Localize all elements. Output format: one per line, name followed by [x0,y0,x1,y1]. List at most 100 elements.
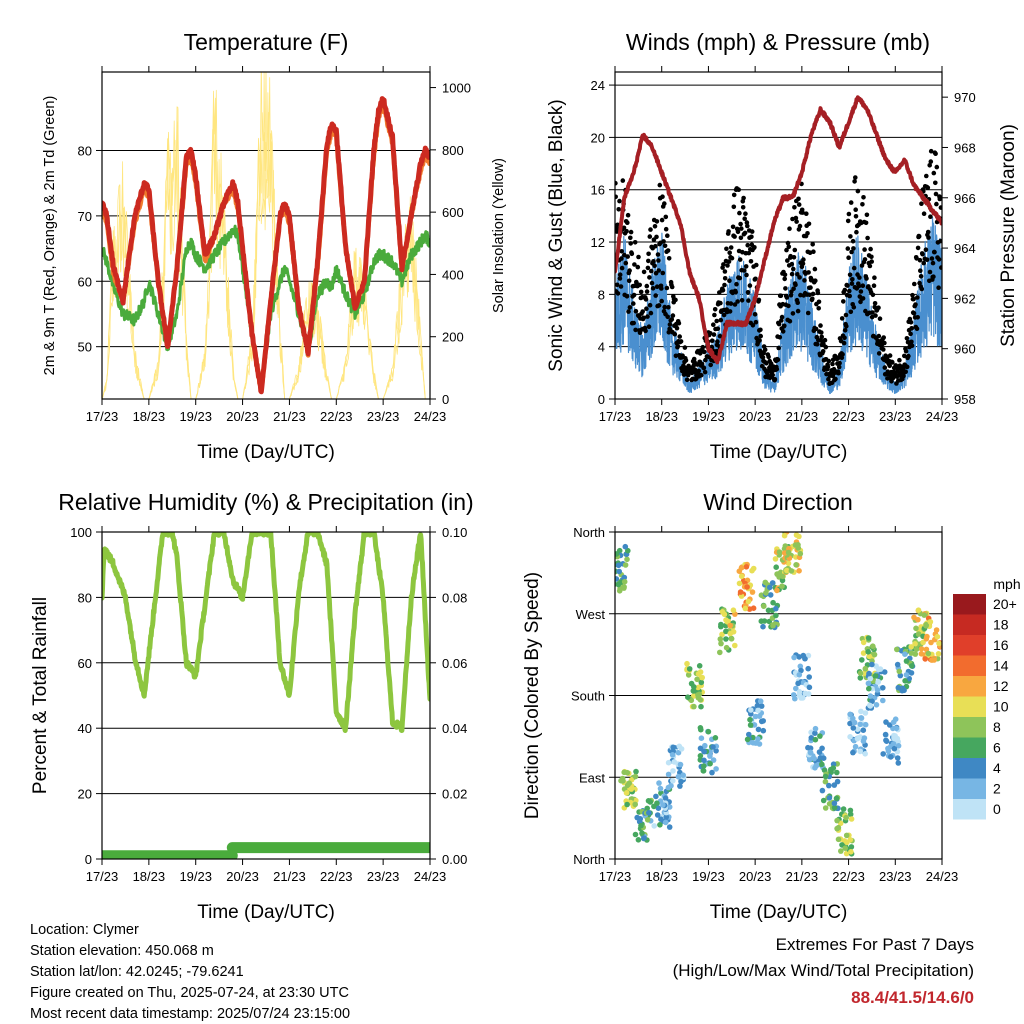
gust-point [846,255,851,260]
gust-point [638,289,644,295]
direction-point [621,574,628,581]
direction-point [872,673,879,679]
direction-point [695,684,701,691]
direction-point [888,754,894,760]
x-axis-label: Time (Day/UTC) [197,902,335,923]
gust-point [718,300,723,306]
direction-point [790,692,797,698]
direction-point [615,581,622,588]
gust-point [815,290,821,296]
y-tick-label: North [573,525,605,540]
direction-point [781,532,788,539]
direction-point [847,734,853,740]
direction-point [742,605,749,612]
direction-point [793,562,799,568]
gust-point [802,278,807,283]
direction-point [686,666,693,672]
gust-point [853,214,859,219]
gust-point [788,292,794,298]
direction-point [826,795,833,801]
direction-point [933,627,940,633]
gust-point [873,313,878,318]
gust-point [906,353,911,359]
direction-point [744,584,750,590]
direction-point [670,768,676,774]
direction-point [797,663,804,670]
colorbar-label: 6 [993,740,1001,756]
direction-point [697,725,704,731]
gust-point [908,331,913,337]
direction-point [632,801,638,808]
x-tick-label: 17/23 [599,869,632,884]
direction-point [909,663,915,669]
direction-point [745,598,752,605]
gust-point [813,326,819,332]
direction-point [697,753,704,759]
gust-point [659,217,665,223]
direction-point [736,580,743,587]
direction-point [680,772,686,778]
direction-point [698,735,705,741]
gust-point [746,250,752,256]
gust-point [752,312,758,317]
direction-point [761,618,768,624]
direction-point [653,793,659,800]
gust-point [757,338,762,343]
direction-point [615,576,620,582]
gust-point [800,210,805,215]
colorbar-swatch [953,778,986,799]
y2-tick-label: 0 [442,392,449,407]
direction-point [831,800,838,807]
direction-point [834,817,840,824]
gust-point [904,364,910,370]
gust-point [627,305,633,310]
colorbar-swatch [953,799,986,820]
direction-point [862,710,869,716]
y-tick-label: 8 [598,287,605,302]
y-tick-label: 0 [85,852,92,867]
gust-point [727,309,733,314]
gust-point [851,265,857,271]
gust-point [641,315,647,321]
y-tick-label: West [576,607,606,622]
gust-point [745,242,750,248]
gust-point [930,260,936,266]
gust-point [786,303,791,309]
gust-point [762,347,768,353]
direction-point [616,568,622,575]
direction-point [850,725,857,731]
y-tick-label: East [579,770,605,785]
gust-point [785,240,791,246]
gust-point [702,369,708,375]
direction-point [925,650,932,657]
gust-point [792,205,797,210]
gust-point [676,320,682,326]
info-recent: Most recent data timestamp: 2025/07/24 2… [30,1006,351,1022]
gust-point [915,295,920,300]
gust-point [876,333,882,339]
direction-point [874,687,881,693]
y2-tick-label: 0.00 [442,852,467,867]
gust-point [696,368,701,374]
gust-point [631,292,637,298]
y2-axis-label: Solar Insolation (Yellow) [491,158,507,313]
colorbar-swatch [953,655,986,676]
gust-point [854,229,859,235]
gust-point [882,340,887,346]
gust-point [783,286,788,291]
direction-point [717,636,724,642]
gust-point [849,281,855,286]
gust-point [805,310,811,316]
gust-point [860,296,866,301]
gust-point [644,289,650,294]
y2-tick-label: 0.04 [442,721,467,736]
gust-point [726,229,731,234]
gust-point [897,357,902,363]
gust-point [901,373,906,379]
direction-point [915,616,921,623]
info-created: Figure created on Thu, 2025-07-24, at 23… [30,985,349,1001]
panel-title: Winds (mph) & Pressure (mb) [626,29,930,55]
gust-point [673,297,678,303]
direction-point [638,822,644,829]
